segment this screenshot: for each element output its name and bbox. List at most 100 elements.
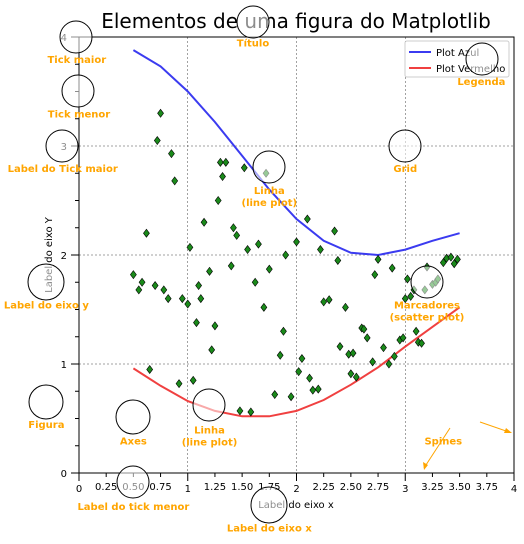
scatter-point <box>206 266 213 276</box>
annotation-circle <box>465 42 499 76</box>
scatter-point <box>138 277 146 287</box>
annotation-label: Tick menor <box>48 110 111 121</box>
scatter-point <box>276 350 284 360</box>
scatter-point <box>247 407 255 417</box>
scatter-point <box>211 321 219 331</box>
axes-spines <box>78 36 515 474</box>
scatter-point <box>153 136 161 146</box>
scatter-point <box>244 245 251 255</box>
scatter-point <box>412 326 420 336</box>
scatter-point <box>260 302 268 312</box>
annotation-circle <box>388 129 422 163</box>
scatter-point <box>298 354 306 364</box>
scatter-point <box>151 281 159 291</box>
scatter-point <box>374 254 382 264</box>
y-major-tick-label: 1 <box>61 360 67 371</box>
x-minor-tick-label: 3.75 <box>476 482 498 493</box>
scatter-point <box>130 270 137 280</box>
scatter-point <box>157 108 164 118</box>
scatter-point <box>222 157 230 167</box>
annotation-circle <box>192 388 226 422</box>
spines-arrow-1 <box>423 427 451 469</box>
scatter-point <box>295 367 303 377</box>
scatter-point <box>143 228 150 238</box>
scatter-point <box>236 406 244 416</box>
scatter-point <box>336 342 344 352</box>
scatter-point <box>388 263 396 273</box>
scatter-point <box>280 326 287 336</box>
scatter-point <box>380 343 387 353</box>
scatter-point <box>342 302 349 312</box>
axes-frame <box>78 36 515 474</box>
annotation-label: Título <box>237 38 270 50</box>
annotation-circle <box>115 399 151 435</box>
x-minor-tick-label: 3.25 <box>421 482 443 493</box>
scatter-point <box>306 373 313 383</box>
scatter-point <box>352 372 360 382</box>
annotation-label: Legenda <box>457 77 505 88</box>
scatter-point <box>371 270 379 280</box>
scatter-point <box>197 294 205 304</box>
scatter-point <box>347 369 355 379</box>
scatter-point <box>227 261 235 271</box>
scatter-point <box>219 172 226 182</box>
annotation-circle <box>28 384 64 420</box>
scatter-point <box>385 359 393 369</box>
scatter-point <box>320 297 328 307</box>
annotation-label: Marcadores (scatter plot) <box>390 300 465 323</box>
scatter-point <box>240 163 248 173</box>
scatter-point <box>363 333 371 343</box>
annotation-label: Linha (line plot) <box>182 426 238 449</box>
annotation-circle <box>410 265 444 299</box>
x-minor-tick-label: 1.25 <box>204 482 226 493</box>
scatter-point <box>287 392 295 402</box>
annotation-label: Grid <box>393 164 417 175</box>
scatter-point <box>271 390 279 400</box>
annotation-circle <box>252 150 286 184</box>
chart-title: Elementos de uma figura do Matplotlib <box>101 9 491 33</box>
annotation-circle <box>27 263 65 301</box>
scatter-point <box>255 239 262 249</box>
x-major-tick-label: 4 <box>511 484 517 495</box>
scatter-point <box>175 379 183 389</box>
annotation-label: Label do Tick maior <box>8 164 118 175</box>
annotation-circle <box>250 486 288 524</box>
annotations: Tick maior Tick menor Label do Tick maior L… <box>4 5 512 535</box>
spines-arrow-2 <box>479 421 510 433</box>
annotation-circle <box>236 5 270 39</box>
scatter-point <box>314 384 322 394</box>
x-minor-tick-label: 1.50 <box>231 482 253 493</box>
scatter-point <box>178 294 186 304</box>
scatter-point <box>168 149 175 159</box>
scatter-point <box>360 324 368 334</box>
scatter-point <box>454 254 461 264</box>
scatter-point <box>189 375 197 385</box>
annotation-circle <box>61 74 95 108</box>
annotation-circle <box>59 20 93 54</box>
annotation-label: Figura <box>28 420 64 431</box>
spines-arrowhead-2 <box>504 428 512 433</box>
scatter-point <box>282 250 289 260</box>
scatter-point <box>186 242 194 252</box>
scatter-point <box>317 245 324 255</box>
scatter-point <box>325 295 333 305</box>
annotation-label: Axes <box>120 437 147 448</box>
scatter-point <box>195 281 202 291</box>
annotation-label: Tick maior <box>47 55 106 66</box>
annotation-label: Linha (line plot) <box>242 186 298 209</box>
annotation-circle <box>45 129 79 163</box>
legend-label: Plot Azul <box>436 48 479 59</box>
y-major-tick-label: 2 <box>61 251 67 262</box>
line-series-0 <box>132 49 460 257</box>
scatter-point <box>447 252 455 262</box>
y-axis-label: Label do eixo Y <box>44 216 55 293</box>
scatter-point <box>146 364 154 374</box>
x-minor-tick-label: 2.25 <box>313 482 335 493</box>
annotation-circle <box>116 465 150 499</box>
scatter-point <box>193 318 200 328</box>
x-minor-tick-label: 0.75 <box>149 482 171 493</box>
scatter-point <box>164 294 172 304</box>
y-major-tick-label: 0 <box>61 469 67 480</box>
x-minor-tick-label: 3.50 <box>448 482 470 493</box>
annotation-label: Label do tick menor <box>77 502 189 513</box>
